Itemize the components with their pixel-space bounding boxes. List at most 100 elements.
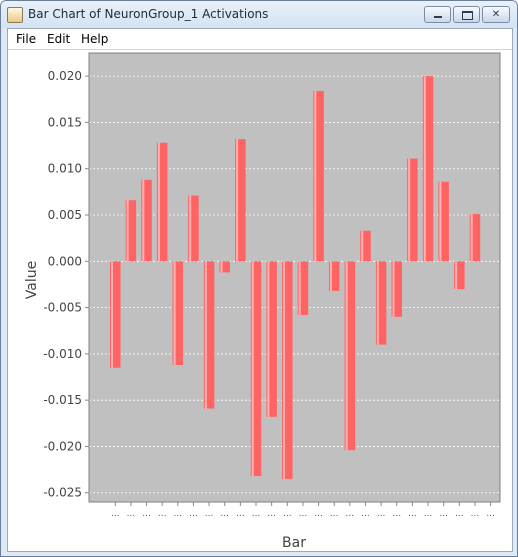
bar-highlight bbox=[142, 179, 145, 262]
bar-highlight bbox=[204, 261, 207, 409]
title-bar[interactable]: Bar Chart of NeuronGroup_1 Activations bbox=[1, 1, 517, 28]
bar bbox=[125, 200, 137, 262]
bar-highlight bbox=[455, 261, 458, 290]
bar-highlight bbox=[329, 261, 332, 291]
minimize-button[interactable] bbox=[424, 6, 451, 23]
bar bbox=[266, 261, 277, 417]
bar-highlight bbox=[126, 200, 129, 262]
bar bbox=[407, 158, 418, 262]
x-tick-label: ... bbox=[111, 509, 120, 519]
x-tick-label: ... bbox=[486, 509, 495, 519]
bars bbox=[110, 76, 481, 479]
bar-highlight bbox=[111, 261, 113, 368]
bar-highlight bbox=[173, 261, 176, 365]
close-button[interactable] bbox=[482, 6, 510, 23]
x-tick-label: ... bbox=[408, 509, 417, 519]
bar-highlight bbox=[408, 158, 411, 262]
x-tick-label: ... bbox=[127, 509, 136, 519]
bar bbox=[375, 261, 387, 345]
menu-bar: File Edit Help bbox=[8, 29, 512, 50]
bar bbox=[203, 261, 215, 409]
plot-background bbox=[89, 53, 500, 502]
x-axis-label: Bar bbox=[282, 535, 306, 550]
bar-highlight bbox=[220, 261, 223, 273]
x-tick-label: ... bbox=[455, 509, 464, 519]
x-tick-label: ... bbox=[189, 509, 198, 519]
bar-highlight bbox=[236, 139, 239, 262]
maximize-button[interactable] bbox=[453, 6, 480, 23]
bar bbox=[141, 179, 152, 262]
window-title: Bar Chart of NeuronGroup_1 Activations bbox=[28, 7, 269, 21]
bar bbox=[328, 261, 340, 291]
chart-panel: 0.020 0.015 0.010 0.005 0.000 -0.005 -0.010 -0.… bbox=[8, 50, 512, 551]
x-tick-label: ... bbox=[299, 509, 308, 519]
x-tick-label: ... bbox=[471, 509, 480, 519]
bar bbox=[313, 90, 324, 262]
bar bbox=[188, 195, 199, 262]
bar-highlight bbox=[283, 261, 286, 479]
x-tick-label: ... bbox=[174, 509, 183, 519]
bar bbox=[219, 261, 230, 273]
menu-edit[interactable]: Edit bbox=[47, 32, 71, 46]
menu-file[interactable]: File bbox=[16, 32, 37, 46]
bar bbox=[391, 261, 403, 317]
x-axis-ticks: ........................................… bbox=[111, 502, 495, 519]
bar-highlight bbox=[267, 261, 270, 417]
bar-highlight bbox=[314, 90, 317, 262]
y-tick-label: -0.020 bbox=[43, 439, 82, 453]
window-content: File Edit Help 0.020 0.015 0.010 0.005 0.000… bbox=[7, 28, 513, 552]
y-axis-label: Value bbox=[24, 261, 40, 299]
bar bbox=[172, 261, 184, 365]
x-tick-label: ... bbox=[142, 509, 151, 519]
bar-highlight bbox=[392, 261, 395, 317]
menu-help[interactable]: Help bbox=[81, 32, 109, 46]
x-tick-label: ... bbox=[439, 509, 448, 519]
bar bbox=[344, 261, 356, 451]
x-tick-label: ... bbox=[330, 509, 339, 519]
y-axis-ticks: 0.020 0.015 0.010 0.005 0.000 -0.005 -0.010 -0.… bbox=[43, 69, 89, 500]
bar-highlight bbox=[423, 76, 426, 262]
plot-frame bbox=[88, 52, 501, 503]
y-tick-label: -0.005 bbox=[43, 301, 82, 315]
y-tick-label: -0.010 bbox=[43, 347, 82, 361]
bar bbox=[110, 261, 121, 368]
y-tick-label: -0.015 bbox=[43, 393, 82, 407]
bar-highlight bbox=[439, 181, 442, 262]
x-tick-label: ... bbox=[361, 509, 370, 519]
bar bbox=[156, 142, 168, 262]
bar-highlight bbox=[361, 230, 364, 262]
bar-highlight bbox=[345, 261, 348, 451]
x-tick-label: ... bbox=[392, 509, 401, 519]
x-tick-label: ... bbox=[158, 509, 167, 519]
y-tick-label: -0.025 bbox=[43, 486, 82, 500]
x-tick-label: ... bbox=[377, 509, 386, 519]
bar-highlight bbox=[298, 261, 301, 315]
bar bbox=[250, 261, 262, 477]
y-tick-label: 0.000 bbox=[48, 254, 82, 268]
x-tick-label: ... bbox=[346, 509, 355, 519]
bar-highlight bbox=[189, 195, 192, 262]
x-tick-label: ... bbox=[283, 509, 292, 519]
bar-highlight bbox=[376, 261, 379, 345]
x-tick-label: ... bbox=[314, 509, 323, 519]
x-tick-label: ... bbox=[424, 509, 433, 519]
y-tick-label: 0.020 bbox=[48, 69, 82, 83]
bar-highlight bbox=[251, 261, 254, 477]
bar-highlight bbox=[157, 142, 160, 262]
y-tick-label: 0.005 bbox=[48, 208, 82, 222]
bar bbox=[469, 214, 481, 262]
bar bbox=[454, 261, 465, 290]
bar-chart: 0.020 0.015 0.010 0.005 0.000 -0.005 -0.010 -0.… bbox=[24, 52, 501, 551]
bar bbox=[438, 181, 449, 262]
x-tick-label: ... bbox=[220, 509, 229, 519]
x-tick-label: ... bbox=[252, 509, 261, 519]
bar bbox=[235, 139, 246, 262]
y-tick-label: 0.010 bbox=[48, 162, 82, 176]
bar bbox=[360, 230, 371, 262]
bar-highlight bbox=[470, 214, 473, 262]
x-tick-label: ... bbox=[267, 509, 276, 519]
bar bbox=[282, 261, 293, 479]
bar bbox=[422, 76, 434, 262]
java-app-icon bbox=[7, 7, 23, 23]
